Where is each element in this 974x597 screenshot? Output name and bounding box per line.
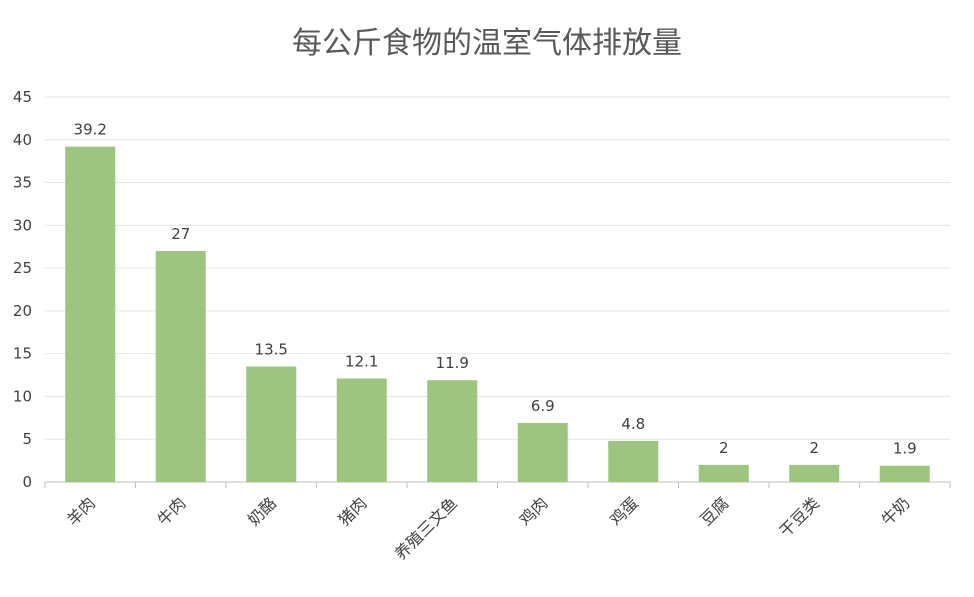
bar (698, 464, 749, 482)
bar (427, 380, 478, 482)
y-tick-label: 20 (13, 302, 32, 320)
bar (65, 146, 116, 482)
x-tick-label: 养殖三文鱼 (391, 493, 461, 563)
y-tick-label: 10 (13, 387, 32, 405)
bar (879, 465, 930, 482)
x-tick-label: 牛肉 (154, 493, 190, 529)
x-tick-label: 干豆类 (776, 493, 823, 540)
x-tick-label: 豆腐 (697, 493, 733, 529)
x-tick-label: 牛奶 (878, 493, 914, 529)
chart-title: 每公斤食物的温室气体排放量 (292, 26, 682, 61)
x-tick-label: 奶酪 (244, 493, 280, 529)
x-tick-label: 猪肉 (335, 493, 371, 529)
bar (336, 378, 387, 482)
y-tick-label: 35 (13, 174, 32, 192)
y-tick-label: 25 (13, 259, 32, 277)
data-label: 13.5 (255, 341, 288, 359)
data-label: 11.9 (436, 354, 469, 372)
data-label: 4.8 (621, 415, 645, 433)
data-label: 2 (719, 439, 729, 457)
bar (517, 422, 568, 482)
y-tick-label: 30 (13, 216, 32, 234)
x-tick-label: 鸡蛋 (606, 493, 642, 529)
data-label: 39.2 (74, 121, 107, 139)
bar (246, 366, 297, 482)
y-tick-label: 45 (13, 88, 32, 106)
bar (789, 464, 840, 482)
data-label: 1.9 (893, 440, 917, 458)
y-tick-label: 40 (13, 131, 32, 149)
x-tick-label: 鸡肉 (516, 493, 552, 529)
bar (608, 440, 659, 482)
data-label: 12.1 (345, 352, 378, 370)
data-label: 6.9 (531, 397, 555, 415)
y-tick-label: 15 (13, 345, 32, 363)
data-label: 2 (809, 439, 819, 457)
x-tick-label: 羊肉 (63, 493, 99, 529)
data-label: 27 (171, 225, 190, 243)
y-tick-label: 0 (22, 473, 32, 491)
bar (155, 251, 206, 482)
y-tick-label: 5 (22, 430, 32, 448)
